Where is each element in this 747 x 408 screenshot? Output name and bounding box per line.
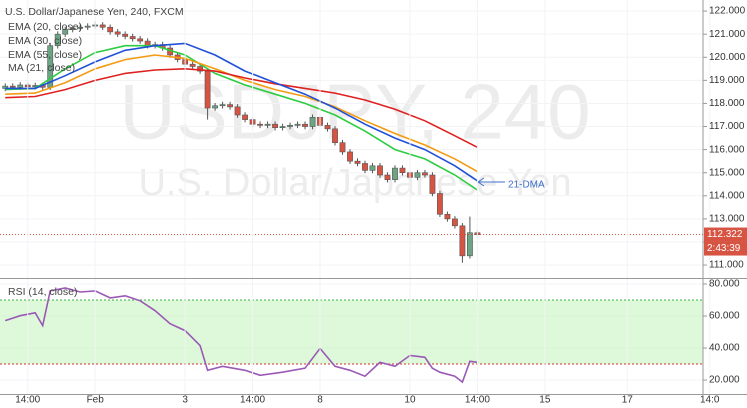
chart-title: U.S. Dollar/Japanese Yen, 240, FXCM [5, 6, 184, 18]
countdown-label: 2:43:39 [707, 243, 741, 254]
candle-body [452, 218, 458, 227]
candle-body [84, 25, 91, 28]
x-tick-label: 14:0 [700, 395, 720, 406]
candle-body [369, 165, 376, 171]
candle-body [99, 24, 106, 28]
candle-body [377, 165, 383, 176]
candle-body [384, 174, 391, 180]
indicator-line [5, 42, 478, 182]
x-tick-label: 15 [539, 395, 551, 406]
candle-body [392, 167, 398, 180]
candle-body [272, 123, 278, 128]
annotation-arrowhead [477, 177, 485, 187]
x-tick-label: 17 [622, 395, 634, 406]
x-tick-label: 3 [182, 395, 188, 406]
rsi-band [0, 299, 703, 365]
candle-body [459, 225, 466, 257]
candle-body [324, 125, 331, 130]
candle-body [309, 116, 316, 127]
annotation: 21-DMA [508, 180, 545, 191]
candle-body [219, 104, 226, 107]
y-tick-label: 20.000 [709, 375, 740, 386]
candle-body [294, 123, 301, 126]
y-tick-label: 122.000 [709, 6, 746, 17]
y-tick-label: 40.000 [709, 343, 740, 354]
candle-body [257, 123, 263, 126]
y-tick-label: 119.000 [709, 75, 745, 86]
candle-body [287, 125, 293, 127]
candle-body [242, 114, 248, 120]
candle-body [302, 123, 308, 127]
y-tick-label: 115.000 [709, 167, 745, 178]
candle-body [422, 172, 428, 176]
legend-entry: MA (21, close) [8, 62, 75, 74]
candle-body [279, 126, 286, 128]
y-tick-label: 117.000 [709, 121, 745, 132]
candle-body [429, 174, 436, 194]
candle-body [54, 33, 61, 47]
candle-body [414, 172, 421, 178]
rsi-label: RSI (14, close) [8, 286, 77, 298]
indicator-line [5, 67, 478, 149]
indicator-line [5, 54, 478, 173]
y-tick-label: 113.000 [709, 214, 745, 225]
candle-body [437, 193, 443, 215]
legend-entry: EMA (30, close) [8, 35, 82, 47]
candle-body [9, 85, 16, 88]
y-tick-label: 114.000 [709, 190, 745, 201]
price-tag [704, 227, 747, 242]
y-tick-label: 118.000 [709, 98, 745, 109]
y-tick-label: 120.000 [709, 52, 746, 63]
candle-body [332, 128, 338, 143]
x-tick-label: 14:00 [15, 395, 40, 406]
candle-body [354, 160, 361, 164]
x-tick-label: 14:00 [240, 395, 265, 406]
x-tick-label: 14:00 [465, 395, 490, 406]
candle-body [227, 104, 233, 108]
plot-layer [0, 0, 711, 394]
x-tick-label: 8 [317, 395, 323, 406]
candle-body [234, 106, 241, 116]
legend-entry: EMA (55, close) [8, 49, 82, 61]
candle-body [197, 66, 204, 72]
candle-body [339, 142, 346, 153]
candle-body [444, 213, 451, 220]
y-tick-label: 111.000 [709, 260, 744, 271]
y-tick-label: 116.000 [709, 144, 745, 155]
candle-body [114, 31, 121, 35]
indicator-line [4, 287, 478, 384]
candle-body [69, 28, 76, 30]
x-tick-label: 10 [404, 395, 416, 406]
candle-body [137, 38, 144, 42]
candle-body [399, 167, 406, 174]
candle-body [77, 26, 84, 29]
x-tick-label: Feb [87, 395, 105, 406]
price-tag-label: 112.322 [707, 229, 743, 240]
watermark-subtitle: U.S. Dollar/Japanese Yen [138, 162, 571, 204]
candle-body [362, 163, 368, 171]
candle-body [189, 63, 196, 67]
candle-body [17, 84, 24, 88]
y-tick-label: 121.000 [709, 29, 746, 40]
candle-body [122, 33, 129, 37]
candle-body [204, 70, 211, 109]
candle-body [212, 105, 218, 109]
candle-body [62, 29, 69, 35]
candle-body [129, 36, 136, 40]
legend-entry: EMA (20, close) [8, 21, 82, 33]
watermark: USDJPY, 240 [119, 68, 590, 156]
candle-body [107, 26, 114, 33]
candle-body [264, 123, 271, 126]
candle-body [467, 232, 473, 257]
y-tick-label: 60.000 [709, 311, 740, 322]
candle-body [347, 151, 353, 162]
indicator-line [5, 44, 478, 191]
countdown-tag [704, 241, 747, 256]
y-tick-label: 80.000 [709, 279, 740, 290]
